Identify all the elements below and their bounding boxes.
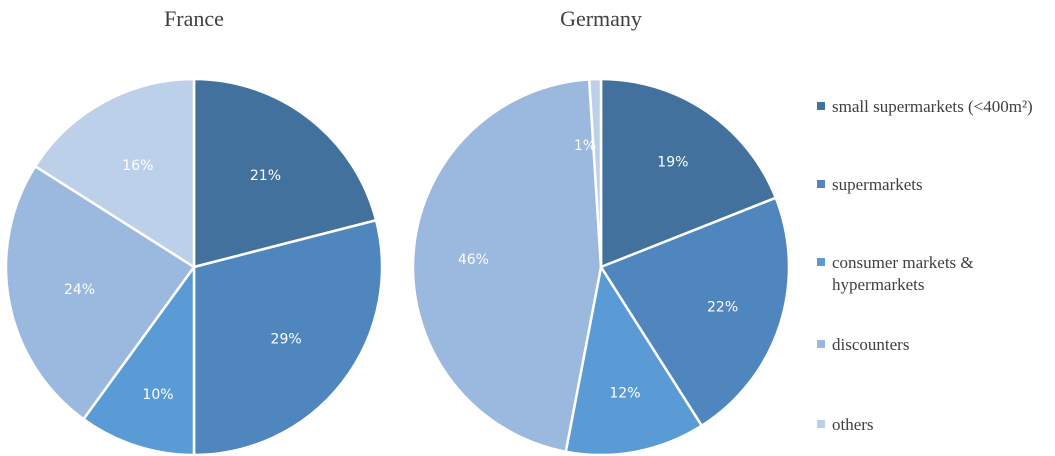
- data-label-france-discounters: 24%: [64, 282, 95, 298]
- data-label-germany-supermarkets: 22%: [707, 300, 738, 316]
- data-label-germany-consumer-markets: 12%: [609, 386, 640, 402]
- legend-swatch-consumer-markets: [817, 258, 825, 266]
- slice-france-consumer-markets: [81, 263, 196, 456]
- data-label-germany-others: 1%: [574, 138, 596, 154]
- chart-title-germany: Germany: [560, 6, 642, 31]
- legend-label-small-supermarkets: small supermarkets (<400m²): [832, 97, 1033, 116]
- legend-swatch-supermarkets: [817, 180, 825, 188]
- data-label-france-small-supermarkets: 21%: [250, 168, 281, 184]
- legend-swatch-others: [817, 420, 825, 428]
- slice-germany-consumer-markets: [564, 263, 704, 456]
- legend-label-others: others: [832, 415, 874, 434]
- data-label-germany-discounters: 46%: [458, 252, 489, 268]
- slice-france-discounters: [4, 164, 196, 421]
- slice-france-supermarkets: [192, 218, 384, 456]
- legend-label-supermarkets: supermarkets: [832, 175, 923, 194]
- pie-germany: 19% 22% 12% 46% 1%: [411, 77, 791, 456]
- chart-legend: small supermarkets (<400m²) supermarkets c…: [817, 97, 1033, 434]
- slice-france-small-supermarkets: [192, 77, 378, 269]
- slice-france-others: [33, 77, 196, 270]
- legend-label-discounters: discounters: [832, 335, 909, 354]
- legend-label-consumer-markets-line-1: consumer markets &: [832, 253, 974, 272]
- slice-germany-small-supermarkets: [599, 77, 778, 269]
- data-label-france-others: 16%: [122, 158, 153, 174]
- pie-france: 21% 29% 10% 24% 16%: [4, 77, 384, 456]
- slice-germany-discounters: [411, 78, 603, 454]
- legend-swatch-discounters: [817, 340, 825, 348]
- data-label-france-supermarkets: 29%: [271, 331, 302, 347]
- slice-germany-supermarkets: [599, 196, 791, 428]
- legend-swatch-small-supermarkets: [817, 102, 825, 110]
- data-label-germany-small-supermarkets: 19%: [657, 154, 688, 170]
- data-label-france-consumer-markets: 10%: [142, 387, 173, 403]
- chart-title-france: France: [164, 6, 224, 31]
- slice-germany-others: [587, 77, 603, 268]
- legend-label-consumer-markets-line-2: hypermarkets: [832, 275, 925, 294]
